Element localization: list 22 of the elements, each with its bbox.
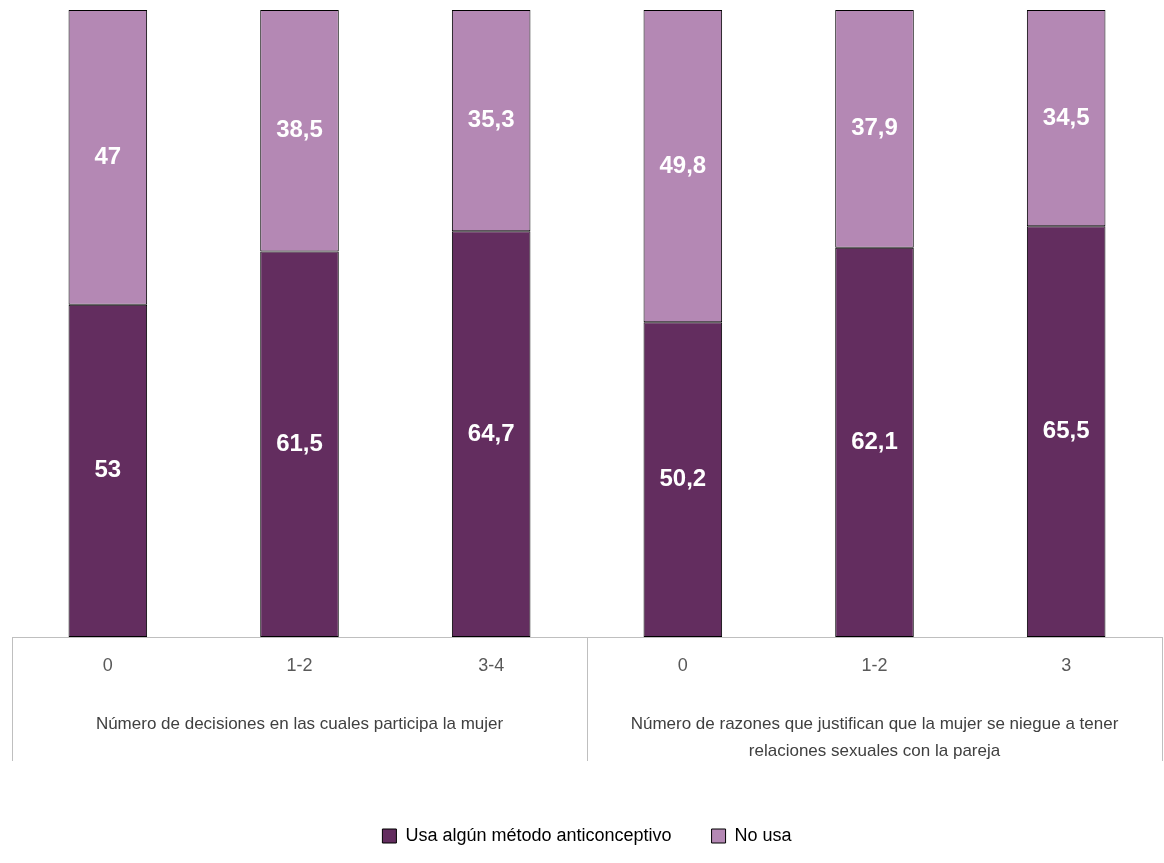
x-tick-label: 0 — [677, 654, 688, 675]
text: Número de razones que justifican que la mujer se niegue a tener relaciones sexuales con la pareja — [630, 713, 1119, 760]
text: Número de decisiones en las cuales participa la mujer — [95, 713, 504, 733]
data-label: 62,1 — [851, 426, 898, 454]
data-label: 49,8 — [659, 150, 707, 178]
x-tick-label: 1-2 — [861, 654, 888, 675]
data-label: 50,2 — [659, 464, 707, 492]
x-tick-label: 1-2 — [286, 654, 313, 675]
data-label: 53 — [94, 455, 122, 483]
x-tick-label: 3 — [1061, 654, 1072, 675]
data-label: 38,5 — [276, 115, 323, 143]
data-label: 47 — [94, 141, 122, 169]
x-tick-label: 3-4 — [478, 654, 505, 675]
data-label: 65,5 — [1042, 416, 1090, 444]
data-label: 35,3 — [467, 105, 515, 133]
data-label: 61,5 — [276, 428, 323, 456]
data-label: 37,9 — [851, 113, 898, 141]
legend-label: No usa — [734, 824, 793, 845]
legend-label: Usa algún método anticonceptivo — [405, 824, 672, 845]
data-label: 64,7 — [467, 418, 515, 446]
data-label: 34,5 — [1042, 102, 1090, 130]
x-tick-label: 0 — [102, 654, 113, 675]
